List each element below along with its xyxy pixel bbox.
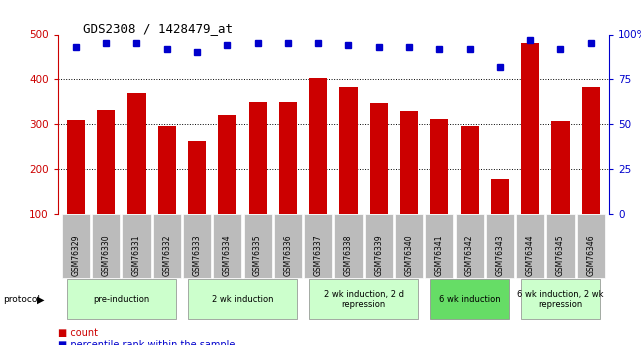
Text: protocol: protocol [3, 295, 40, 304]
Bar [158, 126, 176, 214]
Bar [249, 102, 267, 214]
Bar [97, 110, 115, 214]
Bar [188, 141, 206, 214]
Text: 6 wk induction, 2 wk
repression: 6 wk induction, 2 wk repression [517, 289, 604, 309]
Bar [128, 93, 146, 214]
Text: 2 wk induction: 2 wk induction [212, 295, 273, 304]
Text: GDS2308 / 1428479_at: GDS2308 / 1428479_at [83, 22, 233, 36]
Text: GSM76335: GSM76335 [253, 234, 262, 276]
Text: GSM76342: GSM76342 [465, 235, 474, 276]
Text: pre-induction: pre-induction [93, 295, 149, 304]
Bar [400, 111, 418, 214]
Text: 2 wk induction, 2 d
repression: 2 wk induction, 2 d repression [324, 289, 404, 309]
Text: ■ count: ■ count [58, 328, 97, 338]
Bar [460, 126, 479, 214]
Text: GSM76336: GSM76336 [283, 234, 292, 276]
Text: 6 wk induction: 6 wk induction [439, 295, 501, 304]
Bar [309, 78, 328, 214]
Text: GSM76346: GSM76346 [587, 234, 595, 276]
Text: GSM76344: GSM76344 [526, 234, 535, 276]
Bar [430, 119, 449, 214]
Text: ▶: ▶ [37, 294, 45, 304]
Bar [218, 115, 237, 214]
Bar [491, 179, 509, 214]
Bar [581, 87, 600, 214]
Bar [521, 43, 539, 214]
Text: GSM76334: GSM76334 [223, 234, 232, 276]
Text: GSM76339: GSM76339 [374, 234, 383, 276]
Text: GSM76345: GSM76345 [556, 234, 565, 276]
Bar [370, 103, 388, 214]
Text: GSM76329: GSM76329 [71, 235, 80, 276]
Text: GSM76332: GSM76332 [162, 235, 171, 276]
Text: GSM76330: GSM76330 [102, 234, 111, 276]
Bar [279, 102, 297, 214]
Text: GSM76340: GSM76340 [404, 234, 413, 276]
Bar [339, 87, 358, 214]
Text: GSM76333: GSM76333 [192, 234, 201, 276]
Bar [551, 121, 570, 214]
Text: GSM76331: GSM76331 [132, 235, 141, 276]
Text: GSM76338: GSM76338 [344, 235, 353, 276]
Text: GSM76343: GSM76343 [495, 234, 504, 276]
Text: GSM76341: GSM76341 [435, 235, 444, 276]
Bar [67, 120, 85, 214]
Text: GSM76337: GSM76337 [313, 234, 322, 276]
Text: ■ percentile rank within the sample: ■ percentile rank within the sample [58, 340, 235, 345]
